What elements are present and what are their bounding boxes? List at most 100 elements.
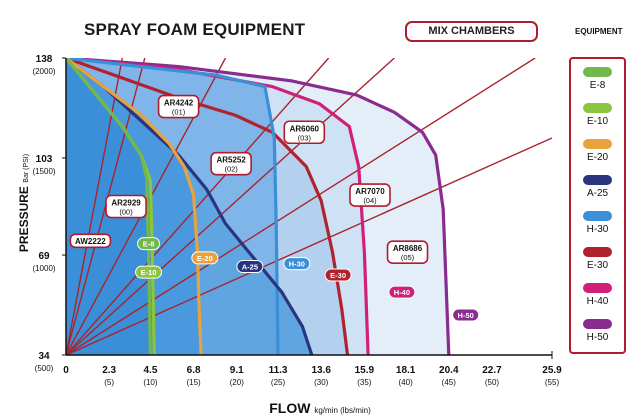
x-tick-sublabel: (45) [442, 378, 457, 387]
mix-line-ar5252 [66, 58, 330, 355]
legend-item-a-25: A-25 [571, 175, 624, 199]
equipment-legend: E-8 E-10 E-20 A-25 H-30 E-30 H-40 H-50 [569, 57, 626, 354]
mix-label-ar4242: AR4242 [164, 99, 194, 108]
mix-label-box-aw2222 [69, 233, 112, 249]
x-tick-label: 4.5 [143, 365, 157, 376]
x-tick-sublabel: (15) [186, 378, 201, 387]
y-tick-sublabel: (1000) [32, 264, 55, 273]
x-tick-sublabel: (30) [314, 378, 329, 387]
y-tick-sublabel: (2000) [32, 67, 55, 76]
x-tick-label: 0 [63, 365, 69, 376]
legend-label: A-25 [586, 188, 609, 199]
legend-item-e-8: E-8 [571, 67, 624, 91]
y-tick-sublabel: (1500) [32, 167, 55, 176]
x-tick-label: 18.1 [396, 365, 416, 376]
legend-label: E-10 [586, 116, 609, 127]
mix-label-aw2222: AW2222 [75, 237, 106, 246]
series-label-a-25: A-25 [242, 262, 258, 271]
mix-label-box-ar8686 [386, 240, 429, 264]
series-pill-h-50 [452, 308, 480, 322]
x-tick-label: 20.4 [439, 365, 459, 376]
series-line-e-20 [66, 58, 203, 355]
legend-item-h-40: H-40 [571, 283, 624, 307]
legend-label: E-20 [586, 152, 609, 163]
legend-swatch [583, 103, 612, 113]
mix-label-ar8686: AR8686 [393, 244, 423, 253]
mix-label-ar2929: AR2929 [111, 199, 141, 208]
mix-sublabel-ar8686: (05) [401, 253, 415, 262]
x-tick-sublabel: (50) [485, 378, 500, 387]
series-line-h-50 [66, 58, 451, 355]
x-tick-sublabel: (35) [357, 378, 372, 387]
mix-line-ar8686 [66, 137, 552, 355]
mix-chambers-button[interactable]: MIX CHAMBERS [405, 21, 538, 42]
mix-label-box-ar5252 [210, 151, 252, 176]
series-pill-a-25 [236, 259, 264, 273]
x-tick-label: 15.9 [355, 365, 375, 376]
series-pill-h-40 [388, 285, 416, 299]
x-tick-label: 2.3 [102, 365, 116, 376]
mix-label-ar5252: AR5252 [216, 156, 246, 165]
x-tick-label: 6.8 [187, 365, 201, 376]
series-pill-e-8 [137, 237, 161, 251]
x-tick-label: 9.1 [230, 365, 244, 376]
series-label-h-30: H-30 [289, 260, 305, 269]
mix-line-aw2222 [66, 58, 123, 355]
y-axis-label: PRESSURE Bar (PSI) [17, 153, 31, 253]
series-label-e-20: E-20 [197, 254, 213, 263]
x-tick-label: 25.9 [542, 365, 562, 376]
series-pill-e-20 [191, 251, 219, 265]
y-tick-label: 138 [36, 54, 53, 65]
legend-swatch [583, 139, 612, 149]
mix-sublabel-ar7070: (04) [363, 196, 377, 205]
legend-swatch [583, 175, 612, 185]
x-tick-sublabel: (10) [143, 378, 158, 387]
chart-title: SPRAY FOAM EQUIPMENT [84, 20, 306, 39]
x-tick-sublabel: (25) [271, 378, 286, 387]
legend-label: H-50 [586, 332, 609, 343]
legend-swatch [583, 283, 612, 293]
series-line-h-30 [66, 58, 280, 355]
series-label-e-10: E-10 [141, 268, 157, 277]
legend-label: E-8 [589, 80, 606, 91]
mix-sublabel-ar4242: (01) [172, 108, 186, 117]
x-tick-label: 11.3 [269, 365, 288, 376]
x-tick-sublabel: (20) [230, 378, 245, 387]
y-tick-label: 103 [36, 154, 53, 165]
mix-label-box-ar2929 [105, 194, 147, 219]
legend-title: EQUIPMENT [575, 27, 623, 36]
y-tick-sublabel: (500) [35, 364, 54, 373]
x-axis-label: FLOW kg/min (lbs/min) [269, 400, 371, 416]
legend-label: H-40 [586, 296, 609, 307]
mix-label-box-ar4242 [157, 94, 200, 119]
mix-line-ar7070 [66, 58, 536, 355]
series-label-e-30: E-30 [330, 271, 346, 280]
mix-label-ar7070: AR7070 [355, 187, 385, 196]
series-pill-e-10 [135, 265, 163, 279]
legend-item-h-50: H-50 [571, 319, 624, 343]
mix-label-ar6060: AR6060 [290, 124, 320, 133]
legend-swatch [583, 319, 612, 329]
legend-item-e-10: E-10 [571, 103, 624, 127]
series-label-h-50: H-50 [458, 311, 474, 320]
legend-item-e-20: E-20 [571, 139, 624, 163]
series-line-a-25 [66, 58, 314, 355]
legend-item-h-30: H-30 [571, 211, 624, 235]
mix-label-box-ar6060 [283, 120, 326, 145]
y-tick-label: 34 [38, 351, 50, 362]
series-label-e-8: E-8 [143, 240, 155, 249]
x-tick-sublabel: (40) [399, 378, 414, 387]
legend-swatch [583, 67, 612, 77]
legend-swatch [583, 211, 612, 221]
mix-sublabel-ar5252: (02) [224, 165, 238, 174]
legend-label: H-30 [586, 224, 609, 235]
mix-sublabel-ar2929: (00) [119, 208, 133, 217]
series-line-e-8 [66, 58, 152, 355]
x-tick-label: 13.6 [311, 365, 331, 376]
series-pill-e-30 [324, 268, 352, 282]
series-label-h-40: H-40 [394, 288, 410, 297]
legend-swatch [583, 247, 612, 257]
x-tick-label: 22.7 [482, 365, 502, 376]
legend-label: E-30 [586, 260, 609, 271]
